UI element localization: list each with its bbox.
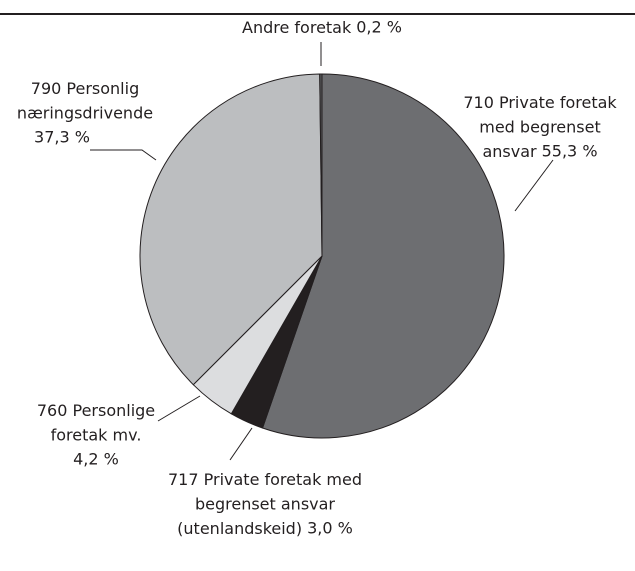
label-line: 710 Private foretak [463,93,617,112]
value-label: 4,2 % [73,450,119,469]
label-line: 790 Personlig [31,79,139,98]
pie-slice [139,73,323,386]
slice-label: 710 Private foretak med begrenset ansvar [463,93,617,161]
slice-label: 790 Personlig næringsdrivende [17,79,153,123]
label-line: (utenlandskeid) [177,519,302,538]
label-line: begrenset ansvar [195,494,335,513]
value-label: 37,3 % [34,128,90,147]
pie-slice [261,73,505,439]
pie-slice [319,73,323,257]
leader-line [157,395,201,422]
label-line: næringsdrivende [17,103,153,122]
label-line: med begrenset [479,117,601,136]
leader-line [229,427,253,461]
label-line: ansvar [482,142,537,161]
value-label: 0,2 % [356,18,402,37]
slice-label: 717 Private foretak med begrenset ansvar (… [168,470,362,538]
value-label: 55,3 % [542,142,598,161]
label-line: 717 Private foretak med [168,470,362,489]
slice-label: Andre foretak [242,18,352,37]
label-line: foretak mv. [51,425,142,444]
leader-line [514,159,554,212]
label-line: 760 Personlige [37,401,155,420]
leader-line [90,149,157,161]
slice-label: 760 Personlige foretak mv. [37,401,155,445]
label-line: Andre foretak [242,18,352,37]
value-label: 3,0 % [307,519,353,538]
